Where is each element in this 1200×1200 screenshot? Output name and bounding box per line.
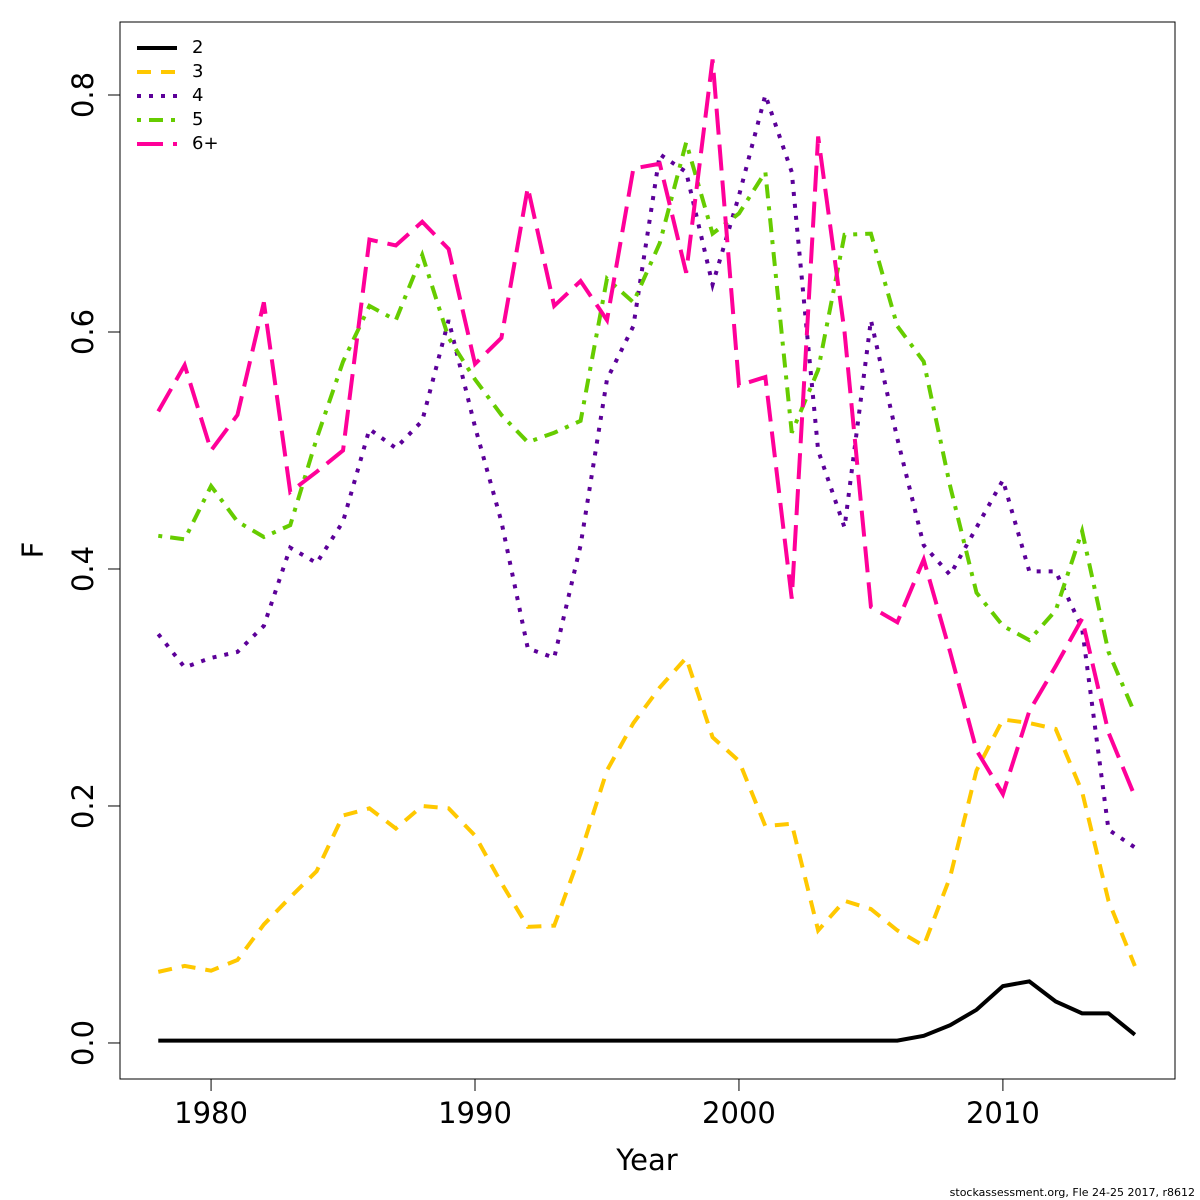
y-tick-label: 0.4 [66, 546, 100, 592]
x-tick-label: 1980 [174, 1096, 248, 1130]
series-line [157, 653, 1137, 974]
legend-label: 4 [192, 85, 203, 106]
series-line [156, 59, 1137, 799]
series-line [156, 88, 1136, 850]
y-axis-label: F [16, 542, 50, 559]
plot-frame [119, 21, 1176, 1080]
x-tick-label: 2010 [966, 1096, 1040, 1130]
legend-label: 3 [192, 61, 203, 82]
x-axis-label: Year [615, 1143, 677, 1177]
series-line [158, 134, 1137, 715]
x-tick-label: 1990 [438, 1096, 512, 1130]
y-tick-label: 0.0 [66, 1020, 100, 1066]
x-tick-label: 2000 [702, 1096, 776, 1130]
legend-label: 5 [192, 109, 203, 130]
series-line [158, 979, 1137, 1043]
footer: stockassessment.org, Fle 24-25 2017, r86… [950, 1186, 1195, 1199]
y-tick-label: 0.2 [66, 783, 100, 829]
legend-label: 2 [192, 37, 203, 58]
y-tick-label: 0.8 [66, 72, 100, 118]
legend-label: 6+ [192, 133, 219, 154]
y-tick-label: 0.6 [66, 309, 100, 355]
